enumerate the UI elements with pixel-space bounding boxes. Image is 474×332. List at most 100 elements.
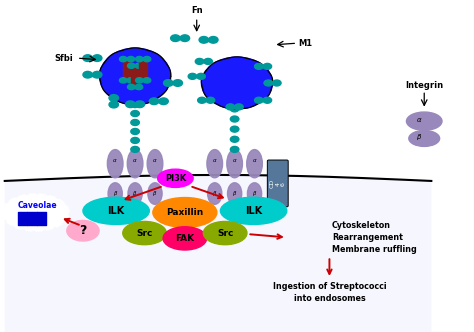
- Text: M1: M1: [299, 39, 313, 48]
- Bar: [123, 60, 131, 79]
- Circle shape: [255, 63, 263, 69]
- Circle shape: [263, 97, 272, 103]
- Circle shape: [198, 97, 206, 103]
- Ellipse shape: [128, 183, 142, 204]
- Ellipse shape: [2, 194, 69, 231]
- Circle shape: [131, 146, 139, 152]
- Text: $\beta$: $\beta$: [232, 189, 237, 198]
- Text: CD
4
6: CD 4 6: [269, 179, 286, 188]
- Text: $\beta$: $\beta$: [112, 189, 118, 198]
- Circle shape: [171, 35, 180, 42]
- Text: $\alpha$: $\alpha$: [416, 116, 423, 124]
- Text: Integrin: Integrin: [405, 81, 443, 90]
- Circle shape: [131, 137, 139, 143]
- Circle shape: [131, 102, 139, 108]
- Text: $\alpha$: $\alpha$: [232, 157, 237, 164]
- Circle shape: [195, 58, 204, 64]
- Text: Paxillin: Paxillin: [166, 208, 203, 217]
- Circle shape: [83, 55, 92, 61]
- Text: Cytoskeleton
Rearrangement
Membrane ruffling: Cytoskeleton Rearrangement Membrane ruff…: [332, 221, 417, 254]
- Ellipse shape: [407, 112, 442, 130]
- Ellipse shape: [107, 149, 123, 178]
- Circle shape: [109, 95, 118, 101]
- Text: ILK: ILK: [245, 206, 262, 216]
- Text: $\alpha$: $\alpha$: [152, 157, 158, 164]
- Circle shape: [180, 35, 190, 42]
- Ellipse shape: [227, 149, 242, 178]
- Circle shape: [135, 63, 143, 68]
- Bar: [27, 212, 37, 225]
- Circle shape: [273, 80, 281, 86]
- Ellipse shape: [157, 169, 193, 187]
- Circle shape: [126, 101, 135, 108]
- Text: FAK: FAK: [175, 234, 194, 243]
- Circle shape: [136, 78, 143, 83]
- Ellipse shape: [83, 197, 149, 224]
- Circle shape: [119, 56, 127, 62]
- Ellipse shape: [246, 149, 263, 178]
- Text: $\alpha$: $\alpha$: [252, 157, 257, 164]
- Polygon shape: [5, 175, 431, 332]
- FancyBboxPatch shape: [267, 160, 288, 207]
- Circle shape: [127, 78, 135, 83]
- Text: $\alpha$: $\alpha$: [112, 157, 118, 164]
- Circle shape: [136, 56, 143, 62]
- Circle shape: [149, 98, 159, 105]
- Ellipse shape: [148, 183, 162, 204]
- Circle shape: [128, 84, 135, 90]
- Circle shape: [230, 136, 239, 142]
- Text: ?: ?: [79, 224, 87, 237]
- Circle shape: [173, 80, 182, 86]
- Circle shape: [188, 73, 197, 79]
- Ellipse shape: [153, 198, 217, 227]
- Circle shape: [264, 80, 273, 86]
- Circle shape: [131, 111, 139, 117]
- Circle shape: [131, 120, 139, 125]
- Bar: [131, 67, 139, 86]
- Circle shape: [83, 71, 92, 78]
- Text: Src: Src: [217, 228, 233, 238]
- Circle shape: [263, 63, 272, 69]
- Circle shape: [135, 101, 145, 108]
- Text: $\alpha$: $\alpha$: [132, 157, 138, 164]
- Circle shape: [255, 97, 263, 103]
- Ellipse shape: [147, 149, 163, 178]
- Ellipse shape: [123, 221, 166, 245]
- Ellipse shape: [228, 183, 242, 204]
- Circle shape: [206, 97, 215, 103]
- Circle shape: [143, 78, 151, 83]
- Circle shape: [204, 58, 212, 64]
- Ellipse shape: [203, 221, 247, 245]
- Bar: [139, 60, 147, 79]
- Text: Fn: Fn: [191, 6, 202, 15]
- Ellipse shape: [208, 183, 222, 204]
- Text: $\alpha$: $\alpha$: [212, 157, 218, 164]
- Ellipse shape: [163, 227, 207, 250]
- Circle shape: [131, 128, 139, 134]
- Circle shape: [230, 106, 239, 112]
- Text: ILK: ILK: [108, 206, 125, 216]
- Text: Caveolae: Caveolae: [18, 201, 58, 210]
- Circle shape: [209, 37, 218, 43]
- Circle shape: [143, 56, 151, 62]
- Circle shape: [226, 104, 235, 110]
- Circle shape: [197, 73, 205, 79]
- Bar: [18, 212, 27, 225]
- Ellipse shape: [127, 149, 143, 178]
- Ellipse shape: [247, 183, 262, 204]
- Text: Sfbi: Sfbi: [55, 53, 73, 63]
- Circle shape: [164, 80, 173, 86]
- Circle shape: [159, 98, 168, 105]
- Text: $\beta$: $\beta$: [252, 189, 257, 198]
- Ellipse shape: [67, 220, 99, 241]
- Circle shape: [127, 56, 135, 62]
- Text: $\beta$: $\beta$: [132, 189, 138, 198]
- Text: Ingestion of Streptococci
into endosomes: Ingestion of Streptococci into endosomes: [273, 282, 386, 302]
- Text: $\beta$: $\beta$: [212, 189, 218, 198]
- Ellipse shape: [220, 197, 287, 224]
- Ellipse shape: [409, 130, 439, 146]
- Text: PI3K: PI3K: [165, 174, 186, 183]
- Circle shape: [135, 84, 143, 90]
- Ellipse shape: [108, 183, 122, 204]
- Circle shape: [230, 126, 239, 132]
